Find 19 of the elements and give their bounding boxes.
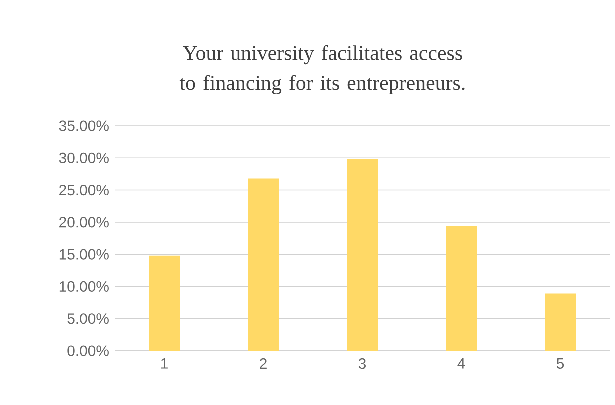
y-tick-label: 30.00%	[59, 152, 109, 164]
x-tick-label: 3	[358, 358, 366, 370]
y-tick-label: 35.00%	[59, 120, 109, 132]
y-tick-label: 5.00%	[68, 314, 109, 324]
x-tick-label: 4	[458, 358, 466, 369]
x-tick-label: 1	[161, 358, 168, 369]
bar	[545, 294, 576, 351]
y-tick-label: 0.00%	[68, 346, 109, 356]
bar	[248, 178, 280, 351]
bar	[149, 256, 180, 351]
y-tick-label: 20.00%	[60, 217, 109, 228]
y-tick-label: 15.00%	[60, 249, 109, 260]
y-tick-label: 25.00%	[60, 184, 109, 196]
bar	[446, 226, 478, 351]
x-tick-label: 2	[260, 358, 267, 369]
x-tick-label: 5	[556, 358, 564, 369]
y-tick-label: 10.00%	[60, 281, 109, 292]
chart-title: Your university facilitates access to financing for its entrepreneurs.	[180, 45, 465, 94]
bar	[347, 159, 378, 351]
